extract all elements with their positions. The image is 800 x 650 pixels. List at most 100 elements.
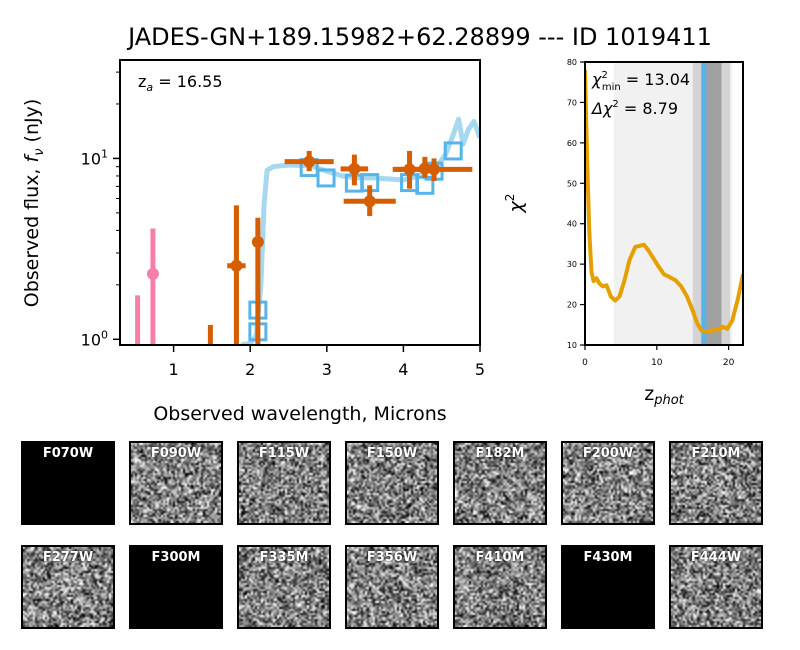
stamp-image: [23, 443, 113, 523]
chi2-y-label-sup: 2: [503, 194, 517, 202]
sed-y-tick-label: 100: [81, 328, 108, 349]
chi2-y-tick-label: 10: [567, 341, 577, 350]
stamp-label: F335M: [259, 550, 309, 565]
model-spectrum-line: [240, 116, 480, 345]
stamp-label: F150W: [366, 446, 418, 461]
chi2-y-tick-label: 70: [567, 98, 577, 107]
sed-x-label: Observed wavelength, Microns: [153, 403, 446, 425]
chi2-y-tick-label: 30: [567, 260, 577, 269]
stamp-label: F115W: [258, 446, 310, 461]
sed-y-tick-label: 101: [81, 147, 108, 168]
chi2-y-tick-label: 40: [567, 220, 577, 229]
chi2-marks: [585, 62, 743, 345]
sed-x-tick-label: 3: [322, 360, 332, 379]
sed-x-tick-label: 5: [475, 360, 485, 379]
observed-data-point: [428, 163, 441, 176]
stamp-image: [671, 547, 761, 627]
sed-y-label-sub: ν: [32, 149, 47, 156]
chi2-min-annotation: χ2 min = 13.04: [591, 70, 690, 93]
observed-data-point: [363, 195, 376, 208]
sed-x-tick-label: 1: [169, 360, 179, 379]
stamp-image: [347, 547, 437, 627]
sed-y-label-f: f: [21, 152, 43, 162]
chi2-y-label-chi: χ: [505, 200, 527, 213]
sed-x-tick-label: 4: [398, 360, 408, 379]
stamp-image: [239, 443, 329, 523]
stamp-f444w: F444W: [669, 545, 763, 629]
chi2-y-tick-label: 20: [567, 301, 577, 310]
figure-title: JADES-GN+189.15982+62.28899 --- ID 10194…: [126, 23, 712, 51]
stamp-f090w: F090W: [129, 441, 223, 525]
stamp-image: [563, 547, 653, 627]
stamp-image: [347, 443, 437, 523]
stamp-label: F090W: [150, 446, 202, 461]
stamp-label: F182M: [475, 446, 525, 461]
chi2-x-tick-label: 10: [651, 358, 663, 368]
observed-data-point: [251, 236, 264, 249]
stamp-f335m: F335M: [237, 545, 331, 629]
chi2-min-sup: 2: [601, 70, 607, 81]
stamp-image: [455, 547, 545, 627]
stamp-image: [239, 547, 329, 627]
stamp-label: F200W: [582, 446, 634, 461]
sed-marks: [135, 116, 480, 345]
stamp-label: F300M: [151, 550, 201, 565]
chi2-y-tick-label: 80: [567, 58, 577, 67]
stamp-image: [563, 443, 653, 523]
chi2-x-label: zphot: [644, 383, 684, 408]
model-photometry-square: [316, 168, 336, 188]
stamp-label: F277W: [42, 550, 94, 565]
chi2-y-tick-label: 50: [567, 179, 577, 188]
stamp-f430m: F430M: [561, 545, 655, 629]
delta-chi2-value: = 8.79: [619, 99, 678, 118]
pink-data-point: [146, 267, 159, 280]
chi2-curve: [585, 70, 743, 335]
observed-data-point: [303, 155, 316, 168]
sed-y-tick-exp: 0: [101, 328, 108, 341]
stamp-f182m: F182M: [453, 441, 547, 525]
chi2-min-sub: min: [602, 82, 621, 93]
chi2-min-value: = 13.04: [621, 70, 690, 89]
stamp-image: [455, 443, 545, 523]
observed-data-point: [230, 259, 243, 272]
stamp-label: F410M: [475, 550, 525, 565]
chi2-frame: [584, 61, 744, 346]
chi2-x-label-z: z: [644, 383, 654, 405]
sed-y-tick-base: 10: [81, 330, 101, 349]
sed-x-tick-label: 2: [245, 360, 255, 379]
delta-chi2-annotation: Δχ2 = 8.79: [590, 99, 678, 118]
sed-y-label-unit: (nJy): [21, 99, 43, 149]
chi2-y-label: χ2: [503, 194, 527, 214]
chi2-band-dark: [701, 62, 722, 345]
stamp-f300m: F300M: [129, 545, 223, 629]
delta-chi2-label: Δχ: [590, 99, 613, 118]
stamp-f200w: F200W: [561, 441, 655, 525]
stamp-image: [131, 443, 221, 523]
stamp-label: F210M: [691, 446, 741, 461]
stamp-label: F070W: [42, 446, 94, 461]
chi2-min-chi: χ: [591, 70, 602, 89]
chi2-x-label-sub: phot: [653, 393, 684, 408]
chi2-y-axis: 10 20 30 40 50 60 70 80: [567, 58, 585, 350]
stamp-f356w: F356W: [345, 545, 439, 629]
stamp-label: F444W: [690, 550, 742, 565]
chi2-x-tick-label: 0: [582, 358, 588, 368]
sed-annotation-value: = 16.55: [153, 72, 222, 91]
stamp-image: [23, 547, 113, 627]
sed-y-tick-exp: 1: [101, 147, 108, 160]
sed-annotation: za = 16.55: [138, 72, 223, 94]
chi2-x-tick-label: 20: [723, 358, 735, 368]
sed-y-tick-base: 10: [81, 149, 101, 168]
sed-x-axis: 1 2 3 4 5: [169, 345, 485, 379]
stamp-image: [131, 547, 221, 627]
stamp-f410m: F410M: [453, 545, 547, 629]
stamp-label: F356W: [366, 550, 418, 565]
stamp-f115w: F115W: [237, 441, 331, 525]
stamp-f150w: F150W: [345, 441, 439, 525]
delta-chi2-sup: 2: [612, 99, 618, 110]
stamp-label: F430M: [583, 550, 633, 565]
sed-frame: [119, 59, 481, 346]
chi2-x-axis: 0 10 20: [582, 345, 735, 368]
